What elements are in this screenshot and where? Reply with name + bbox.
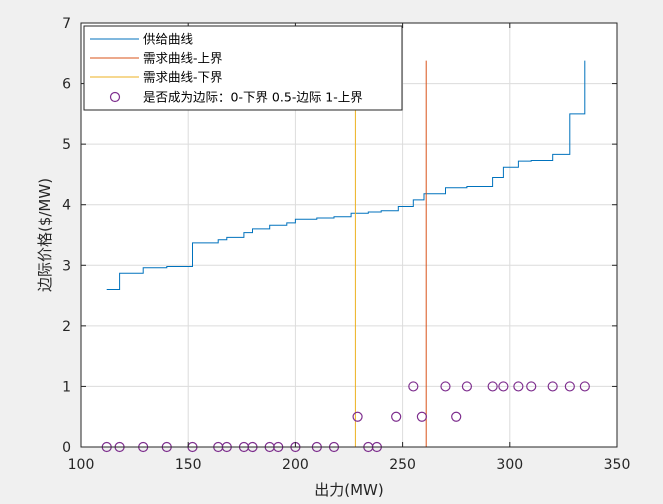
legend-marker-icon bbox=[109, 91, 121, 103]
x-axis-title: 出力(MW) bbox=[314, 481, 383, 499]
marginal-flag-point bbox=[526, 381, 537, 392]
marginal-flag-point bbox=[461, 381, 473, 392]
y-tick-label: 0 bbox=[62, 440, 71, 456]
x-tick-label: 150 bbox=[175, 457, 202, 473]
marginal-flag-point bbox=[391, 411, 402, 422]
legend-entry-label: 供给曲线 bbox=[143, 32, 194, 47]
y-tick-label: 3 bbox=[62, 258, 71, 274]
marginal-flag-point bbox=[352, 411, 363, 422]
legend-box bbox=[83, 25, 403, 111]
y-tick-label: 5 bbox=[62, 137, 71, 153]
supply-curve-line bbox=[106, 60, 586, 290]
axis-ticks: 100 150 200 250 300 350 0 1 2 3 4 5 6 7 bbox=[62, 16, 630, 473]
legend-entry-label: 需求曲线-上界 bbox=[143, 51, 223, 66]
legend-entry-label: 是否成为边际：0-下界 0.5-边际 1-上界 bbox=[143, 90, 363, 105]
marginal-flag-point bbox=[513, 381, 524, 392]
marginal-flag-point bbox=[408, 381, 419, 392]
y-tick-label: 4 bbox=[62, 198, 71, 214]
marginal-flag-point bbox=[416, 411, 427, 422]
marginal-flag-point bbox=[547, 381, 558, 392]
x-tick-label: 200 bbox=[282, 457, 309, 473]
axes-box bbox=[80, 22, 618, 448]
x-tick-label: 350 bbox=[604, 457, 631, 473]
marginal-flag-point bbox=[487, 381, 498, 392]
x-tick-label: 250 bbox=[389, 457, 416, 473]
y-tick-label: 1 bbox=[62, 379, 71, 395]
marginal-flag-point bbox=[564, 381, 575, 392]
y-axis-title: 边际价格($/MW) bbox=[36, 178, 54, 292]
legend-entry-label: 需求曲线-下界 bbox=[143, 70, 223, 85]
x-tick-label: 100 bbox=[68, 457, 95, 473]
y-tick-label: 6 bbox=[62, 77, 71, 93]
y-tick-label: 2 bbox=[62, 319, 71, 335]
marginal-flag-point bbox=[579, 381, 590, 392]
x-tick-label: 300 bbox=[496, 457, 523, 473]
marginal-flag-point bbox=[440, 381, 451, 392]
y-tick-label: 7 bbox=[62, 16, 71, 32]
marginal-flag-point bbox=[498, 381, 509, 392]
marginal-flag-point bbox=[451, 411, 462, 422]
